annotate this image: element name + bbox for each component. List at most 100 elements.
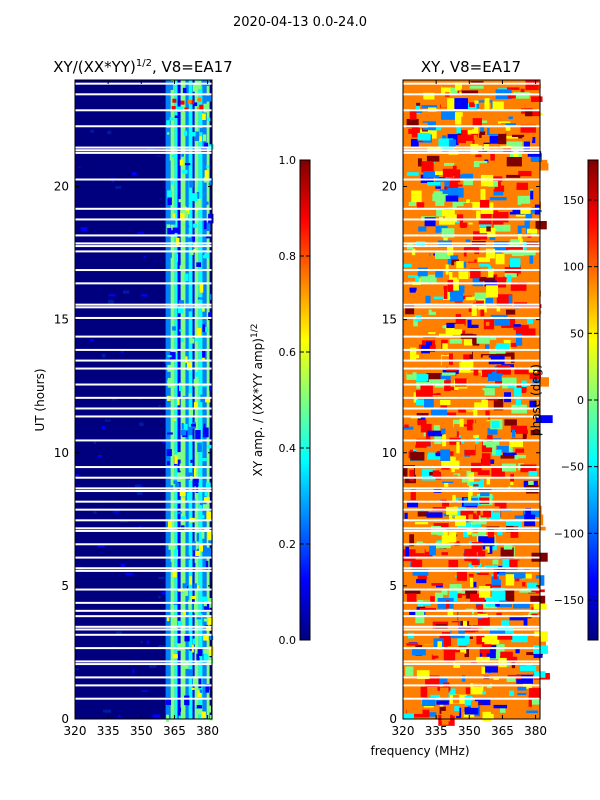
amplitude-heatmap-cell <box>176 643 183 651</box>
amplitude-heatmap-cell <box>182 588 189 596</box>
phase-y-tick-label: 20 <box>382 180 397 194</box>
phase-heatmap-cell <box>481 666 486 674</box>
amplitude-heatmap-cell <box>198 136 203 142</box>
phase-heatmap-cell <box>404 589 421 594</box>
phase-heatmap-cell <box>531 96 543 102</box>
amplitude-heatmap-cell <box>195 371 200 377</box>
amplitude-heatmap-cell <box>191 599 195 603</box>
phase-heatmap-cell <box>421 105 438 109</box>
phase-heatmap-cell <box>491 191 504 196</box>
phase-heatmap-cell <box>471 542 483 553</box>
amplitude-heatmap-cell <box>208 178 213 186</box>
amplitude-gap-row <box>75 109 212 112</box>
phase-heatmap-cell <box>413 553 425 557</box>
phase-heatmap-cell <box>472 625 479 632</box>
phase-heatmap-cell <box>435 225 448 234</box>
amplitude-heatmap-cell <box>207 444 212 449</box>
amplitude-x-tick-label: 320 <box>64 724 87 738</box>
phase-heatmap-cell <box>480 510 492 518</box>
phase-heatmap-cell <box>435 678 448 686</box>
phase-heatmap-cell <box>481 637 493 643</box>
phase-heatmap-cell <box>420 423 432 433</box>
phase-heatmap-cell <box>413 318 418 327</box>
amplitude-gap-row <box>75 303 212 306</box>
amplitude-heatmap-cell <box>202 134 207 142</box>
phase-heatmap-cell <box>456 261 464 269</box>
phase-heatmap-cell <box>480 694 492 698</box>
phase-heatmap-cell <box>480 656 490 662</box>
amplitude-heatmap-cell <box>209 714 213 721</box>
phase-heatmap-cell <box>410 138 419 148</box>
phase-gap-row <box>403 527 540 530</box>
phase-heatmap-cell <box>415 374 429 382</box>
amplitude-gap-row <box>75 556 212 559</box>
phase-heatmap-cell <box>441 535 450 543</box>
phase-heatmap-cell <box>437 641 442 650</box>
phase-heatmap-cell <box>461 126 468 138</box>
phase-gap-row <box>403 396 540 399</box>
amplitude-heatmap-cell <box>203 649 209 654</box>
phase-heatmap-cell <box>509 258 521 268</box>
phase-heatmap-cell <box>476 656 483 663</box>
phase-heatmap-cell <box>520 124 536 133</box>
phase-gap-row <box>403 282 540 285</box>
phase-heatmap-cell <box>407 500 419 508</box>
phase-y-tick-label: 0 <box>389 712 397 726</box>
amplitude-heatmap-cell <box>178 382 183 392</box>
amplitude-heatmap-cell <box>171 178 174 185</box>
phase-heatmap-cell <box>468 573 476 577</box>
phase-heatmap-cell <box>485 583 501 588</box>
phase-heatmap-cell <box>454 602 468 608</box>
amplitude-heatmap-cell <box>202 255 207 259</box>
phase-gap-row <box>403 676 540 679</box>
phase-x-tick-label: 335 <box>425 724 448 738</box>
phase-heatmap-cell <box>481 153 488 160</box>
phase-heatmap-cell <box>436 700 449 705</box>
phase-heatmap-cell <box>461 595 466 609</box>
phase-heatmap-cell <box>433 425 440 431</box>
amplitude-gap-row <box>75 676 212 679</box>
phase-heatmap-cell <box>446 600 450 609</box>
amplitude-heatmap-cell <box>201 458 207 462</box>
phase-heatmap-cell <box>466 510 474 514</box>
phase-heatmap-cell <box>515 647 520 654</box>
phase-heatmap-cell <box>485 344 490 351</box>
phase-heatmap-cell <box>492 446 496 455</box>
phase-heatmap-cell <box>455 652 465 664</box>
phase-heatmap-cell <box>504 184 514 193</box>
amplitude-heatmap-cell <box>191 234 196 242</box>
phase-heatmap-cell <box>461 361 474 369</box>
amplitude-heatmap-cell <box>177 307 184 314</box>
phase-heatmap-cell <box>477 618 490 627</box>
phase-heatmap-cell <box>515 448 525 453</box>
phase-colorbar-tick-label: 0 <box>577 394 584 407</box>
amplitude-heatmap-cell <box>205 482 211 490</box>
phase-gap-row <box>403 519 540 522</box>
amplitude-heatmap-cell <box>180 209 183 213</box>
phase-gap-row <box>403 383 540 386</box>
phase-gap-row <box>403 663 540 666</box>
phase-heatmap-cell <box>441 210 455 217</box>
phase-heatmap-cell <box>480 646 490 654</box>
phase-heatmap-cell <box>420 686 428 698</box>
phase-heatmap-cell <box>495 603 500 607</box>
amplitude-heatmap-cell <box>155 155 161 157</box>
phase-heatmap-cell <box>431 127 442 131</box>
amplitude-heatmap-cell <box>205 236 211 239</box>
amplitude-colorbar-tick-label: 1.0 <box>279 154 297 167</box>
amplitude-heatmap-cell <box>196 657 200 662</box>
amplitude-heatmap-cell <box>169 117 174 121</box>
amplitude-heatmap-cell <box>169 219 176 225</box>
phase-heatmap-cell <box>470 402 475 408</box>
phase-heatmap-cell <box>444 480 449 487</box>
phase-heatmap-cell <box>446 343 463 350</box>
phase-heatmap-cell <box>411 260 418 269</box>
amplitude-y-tick-label: 0 <box>61 712 69 726</box>
phase-heatmap-cell <box>444 214 457 223</box>
phase-heatmap-cell <box>429 545 436 556</box>
phase-gap-row <box>403 628 540 631</box>
phase-heatmap-cell <box>530 190 534 200</box>
phase-heatmap-cell <box>410 159 414 166</box>
amplitude-heatmap-cell <box>101 426 106 430</box>
amplitude-heatmap-cell <box>172 227 179 233</box>
